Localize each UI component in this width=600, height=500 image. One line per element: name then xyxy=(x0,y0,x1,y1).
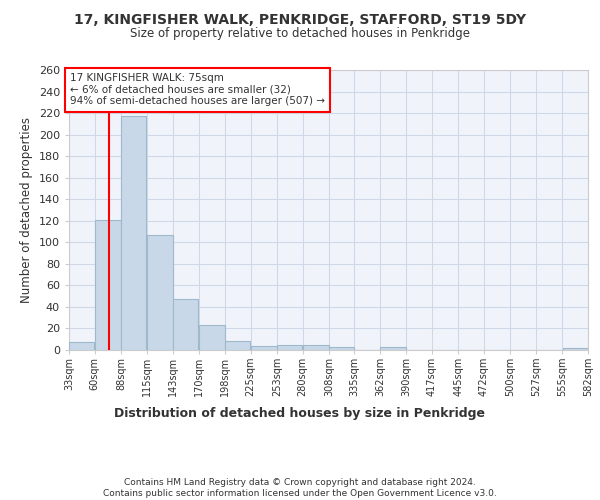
Text: 17, KINGFISHER WALK, PENKRIDGE, STAFFORD, ST19 5DY: 17, KINGFISHER WALK, PENKRIDGE, STAFFORD… xyxy=(74,12,526,26)
Bar xyxy=(563,348,587,350)
Text: 17 KINGFISHER WALK: 75sqm
← 6% of detached houses are smaller (32)
94% of semi-d: 17 KINGFISHER WALK: 75sqm ← 6% of detach… xyxy=(70,73,325,106)
Bar xyxy=(251,346,277,350)
Bar xyxy=(329,347,354,350)
Bar xyxy=(121,116,146,350)
Bar xyxy=(277,344,302,350)
Bar xyxy=(380,347,406,350)
Bar xyxy=(147,235,173,350)
Bar xyxy=(70,342,94,350)
Bar xyxy=(226,342,250,350)
Bar xyxy=(303,344,329,350)
Bar xyxy=(199,325,224,350)
Bar xyxy=(95,220,121,350)
Bar xyxy=(173,300,198,350)
Text: Size of property relative to detached houses in Penkridge: Size of property relative to detached ho… xyxy=(130,28,470,40)
Y-axis label: Number of detached properties: Number of detached properties xyxy=(20,117,33,303)
Text: Distribution of detached houses by size in Penkridge: Distribution of detached houses by size … xyxy=(115,408,485,420)
Text: Contains HM Land Registry data © Crown copyright and database right 2024.
Contai: Contains HM Land Registry data © Crown c… xyxy=(103,478,497,498)
